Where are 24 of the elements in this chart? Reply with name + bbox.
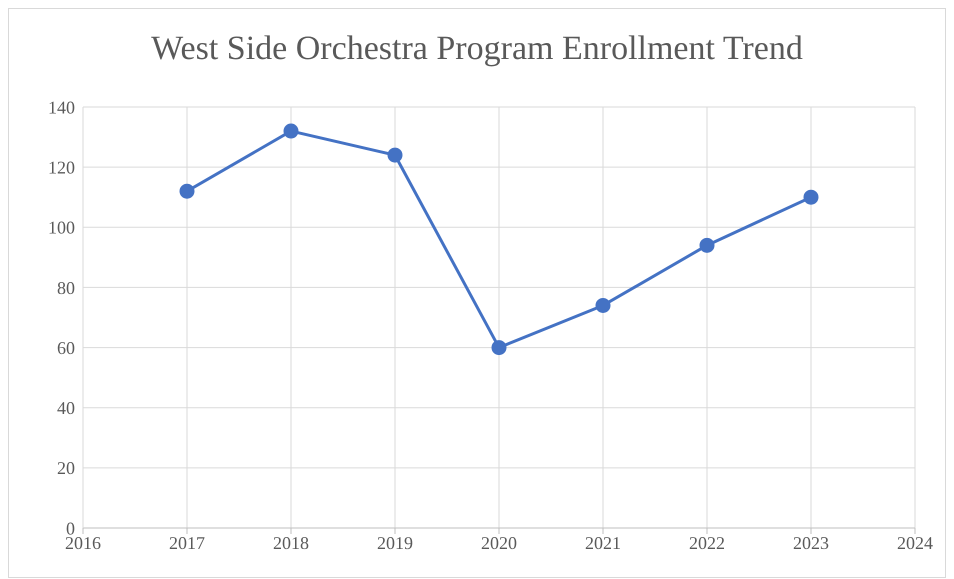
x-tick-label: 2022 <box>689 532 725 553</box>
point <box>804 190 818 205</box>
chart-title: West Side Orchestra Program Enrollment Trend <box>150 30 804 68</box>
x-tick-label: 2018 <box>273 532 309 553</box>
x-tick-label: 2024 <box>897 532 933 553</box>
y-tick-label: 80 <box>57 278 75 298</box>
x-tick-label: 2019 <box>377 532 413 553</box>
y-tick-label: 140 <box>48 97 75 118</box>
x-tick-label: 2020 <box>481 532 517 553</box>
y-tick-label: 0 <box>66 518 75 538</box>
y-tick-label: 40 <box>57 398 75 418</box>
y-tick-label: 100 <box>48 218 75 238</box>
x-tick-label: 2021 <box>585 532 621 553</box>
y-tick-label: 120 <box>48 158 75 178</box>
point <box>492 340 506 356</box>
point <box>700 238 714 253</box>
point <box>284 124 298 139</box>
point <box>180 184 194 199</box>
point <box>596 298 610 313</box>
x-tick-label: 2017 <box>169 532 205 553</box>
x-tick-label: 2023 <box>793 532 829 553</box>
y-tick-label: 20 <box>57 458 75 478</box>
point <box>388 148 402 163</box>
y-tick-label: 60 <box>57 338 75 358</box>
